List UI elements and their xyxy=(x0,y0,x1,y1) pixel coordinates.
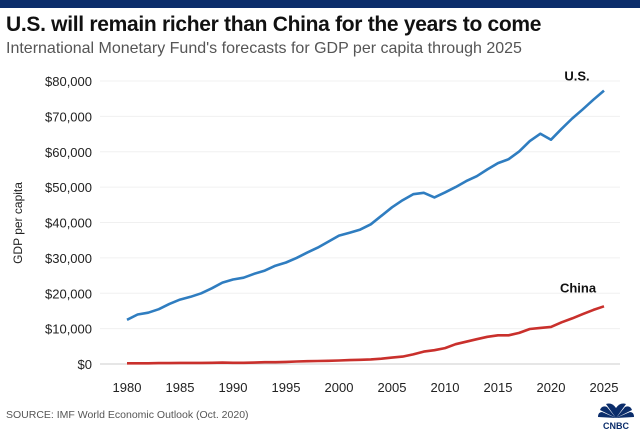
x-tick-label: 1995 xyxy=(272,380,301,395)
y-tick-label: $40,000 xyxy=(45,216,92,231)
svg-text:CNBC: CNBC xyxy=(603,421,629,430)
top-bar xyxy=(0,0,640,8)
series-line-china xyxy=(127,305,605,365)
y-tick-label: $30,000 xyxy=(45,251,92,266)
y-tick-label: $60,000 xyxy=(45,145,92,160)
x-tick-label: 2020 xyxy=(537,380,566,395)
x-tick-label: 1980 xyxy=(113,380,142,395)
series-label: U.S. xyxy=(564,69,589,84)
y-tick-label: $80,000 xyxy=(45,74,92,89)
y-tick-label: $50,000 xyxy=(45,180,92,195)
cnbc-logo-icon: CNBC xyxy=(598,403,634,430)
x-tick-label: 2000 xyxy=(325,380,354,395)
x-tick-label: 2025 xyxy=(590,380,619,395)
chart-subtitle: International Monetary Fund's forecasts … xyxy=(6,40,522,57)
x-tick-label: 2005 xyxy=(378,380,407,395)
x-tick-label: 1990 xyxy=(219,380,248,395)
x-tick-label: 2015 xyxy=(484,380,513,395)
series-line-us xyxy=(126,89,605,321)
x-tick-label: 2010 xyxy=(431,380,460,395)
y-tick-label: $10,000 xyxy=(45,322,92,337)
chart-title: U.S. will remain richer than China for t… xyxy=(6,13,542,36)
y-tick-label: $70,000 xyxy=(45,109,92,124)
source-note: SOURCE: IMF World Economic Outlook (Oct.… xyxy=(6,409,249,421)
y-axis-label: GDP per capita xyxy=(11,182,25,264)
y-tick-label: $0 xyxy=(78,357,92,372)
y-tick-label: $20,000 xyxy=(45,286,92,301)
series-label: China xyxy=(560,280,597,295)
x-tick-label: 1985 xyxy=(166,380,195,395)
